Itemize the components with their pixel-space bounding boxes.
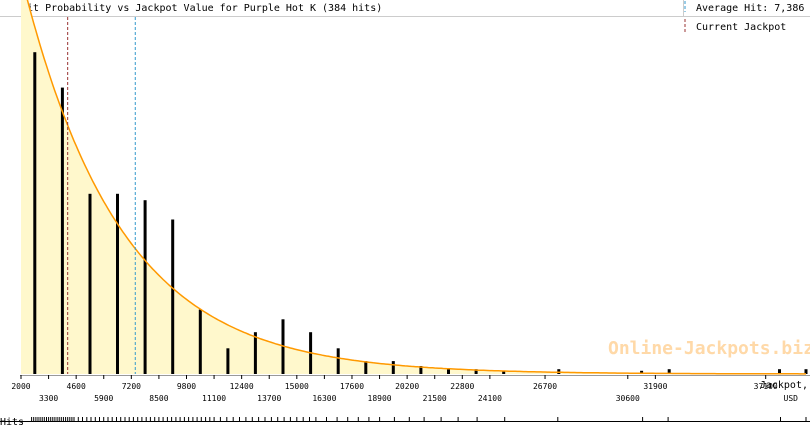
x-tick-label-bottom-5: 16300 <box>312 394 336 403</box>
x-tick-label-top-8: 22800 <box>450 382 474 391</box>
bar-22 <box>804 369 808 374</box>
bar-8 <box>253 332 257 374</box>
legend-jackpot-label: Current Jackpot <box>696 22 786 33</box>
x-tick-label-bottom-7: 21500 <box>423 394 447 403</box>
x-tick-labels-bottom: 3300 5900 8500 11100 13700 16300 18900 21500 241… <box>39 394 640 403</box>
x-tick-label-bottom-4: 13700 <box>257 394 281 403</box>
bar-19 <box>640 370 644 374</box>
probability-area <box>21 0 806 374</box>
bar-3 <box>116 193 119 374</box>
x-tick-label-top-1: 4600 <box>67 382 86 391</box>
x-tick-label-top-3: 9800 <box>177 382 196 391</box>
bar-17 <box>502 370 506 374</box>
hits-rug <box>31 417 807 421</box>
x-tick-label-top-9: 26700 <box>533 382 557 391</box>
bar-1 <box>60 87 64 374</box>
bar-0 <box>33 52 37 374</box>
chart-title: Hit Probability vs Jackpot Value for Pur… <box>21 3 382 14</box>
x-axis-unit: USD <box>784 394 799 403</box>
bar-11 <box>336 348 340 374</box>
legend: Average Hit: 7,386 Current Jackpot <box>684 1 804 33</box>
x-tick-label-bottom-9: 30600 <box>616 394 640 403</box>
watermark: Online-Jackpots.biz <box>608 338 810 359</box>
bar-4 <box>143 200 147 374</box>
x-tick-label-top-6: 17600 <box>340 382 364 391</box>
x-tick-label-bottom-1: 5900 <box>94 394 113 403</box>
probability-curve <box>26 0 806 375</box>
x-tick-label-bottom-0: 3300 <box>39 394 58 403</box>
x-tick-label-top-10: 31900 <box>643 382 667 391</box>
x-tick-label-top-0: 2000 <box>11 382 30 391</box>
bar-12 <box>364 361 368 374</box>
x-tick-label-bottom-2: 8500 <box>149 394 168 403</box>
bar-14 <box>419 366 423 374</box>
x-axis-label: Jackpot, <box>760 380 808 391</box>
x-tick-label-top-2: 7200 <box>122 382 141 391</box>
x-tick-label-top-4: 12400 <box>230 382 254 391</box>
bar-16 <box>474 369 478 374</box>
bar-5 <box>171 219 175 374</box>
legend-average-label: Average Hit: 7,386 <box>696 3 804 14</box>
bar-7 <box>226 348 230 374</box>
bar-20 <box>667 369 671 374</box>
bar-2 <box>88 193 92 374</box>
x-tick-label-bottom-3: 11100 <box>202 394 226 403</box>
x-tick-label-top-11: 37100 <box>754 382 778 391</box>
bar-6 <box>198 309 202 374</box>
x-tick-labels-top: 2000 4600 7200 9800 12400 15000 17600 20200 2280… <box>11 382 778 391</box>
x-tick-label-bottom-6: 18900 <box>368 394 392 403</box>
bar-13 <box>391 361 395 374</box>
x-tick-label-top-7: 20200 <box>395 382 419 391</box>
hits-label: Hits <box>0 417 24 425</box>
x-tick-label-bottom-8: 24100 <box>478 394 502 403</box>
bar-15 <box>447 369 450 374</box>
x-axis-ticks <box>20 375 767 379</box>
bars <box>33 52 808 374</box>
bar-21 <box>778 369 781 374</box>
x-tick-label-top-5: 15000 <box>285 382 309 391</box>
